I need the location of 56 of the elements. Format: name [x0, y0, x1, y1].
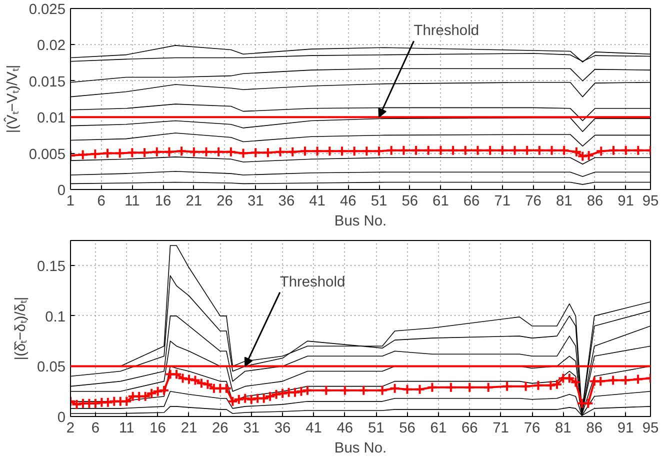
- x-tick-label: 95: [642, 420, 659, 436]
- x-tick-label: 11: [124, 194, 140, 210]
- y-axis-title: |(δ̂ₜ−δₜ)/δₜ|: [12, 296, 29, 360]
- y-tick-label: 0.05: [36, 360, 66, 376]
- x-tick-label: 51: [370, 194, 388, 210]
- x-tick-label: 21: [186, 194, 202, 210]
- x-tick-label: 81: [555, 420, 572, 436]
- x-tick-label: 95: [642, 194, 659, 210]
- x-tick-label: 46: [340, 194, 356, 210]
- x-tick-label: 2: [66, 420, 75, 436]
- x-axis-title: Bus No.: [334, 440, 387, 456]
- x-tick-label: 26: [216, 194, 233, 210]
- y-tick-label: 0.02: [36, 38, 66, 54]
- x-tick-label: 41: [309, 194, 326, 210]
- x-tick-label: 41: [306, 420, 322, 436]
- x-tick-label: 91: [618, 194, 634, 210]
- y-tick-label: 0.005: [28, 146, 66, 163]
- x-tick-label: 31: [243, 420, 260, 436]
- y-tick-label: 0.025: [28, 2, 66, 18]
- x-tick-label: 61: [430, 420, 447, 436]
- x-axis-title: Bus No.: [334, 214, 387, 230]
- x-tick-label: 56: [399, 420, 416, 436]
- x-tick-label: 6: [91, 420, 100, 436]
- x-tick-label: 66: [461, 420, 478, 436]
- y-tick-label: 0.15: [36, 259, 66, 276]
- x-tick-label: 56: [402, 194, 418, 210]
- y-tick-label: 0.01: [36, 110, 66, 127]
- x-tick-label: 51: [368, 420, 384, 436]
- x-tick-label: 81: [556, 194, 572, 210]
- x-tick-label: 16: [154, 194, 172, 210]
- x-tick-label: 76: [524, 420, 540, 436]
- annotation: Threshold: [280, 274, 346, 290]
- x-tick-label: 71: [494, 194, 511, 210]
- x-tick-label: 26: [212, 420, 228, 436]
- x-tick-label: 61: [432, 194, 449, 210]
- y-axis-title: |(V̂ₜ−Vₜ)/Vₜ|: [3, 64, 21, 134]
- x-tick-label: 66: [463, 194, 480, 210]
- y-tick-label: 0: [57, 410, 66, 426]
- x-tick-label: 6: [97, 194, 106, 210]
- x-tick-label: 21: [180, 420, 198, 436]
- x-tick-label: 86: [586, 420, 603, 436]
- y-tick-label: 0.015: [28, 74, 66, 90]
- x-tick-label: 16: [150, 420, 166, 436]
- x-tick-label: 71: [492, 420, 509, 436]
- y-tick-label: 0.1: [45, 309, 66, 326]
- x-tick-label: 86: [586, 194, 604, 210]
- x-tick-label: 46: [336, 420, 354, 436]
- x-tick-label: 76: [525, 194, 542, 210]
- x-tick-label: 11: [119, 420, 134, 436]
- x-tick-label: 36: [274, 420, 291, 436]
- x-tick-label: 36: [278, 194, 295, 210]
- annotation: Threshold: [414, 23, 479, 40]
- y-tick-label: 0: [57, 183, 66, 199]
- x-tick-label: 31: [247, 194, 264, 210]
- x-tick-label: 91: [617, 420, 634, 436]
- x-tick-label: 1: [66, 194, 75, 210]
